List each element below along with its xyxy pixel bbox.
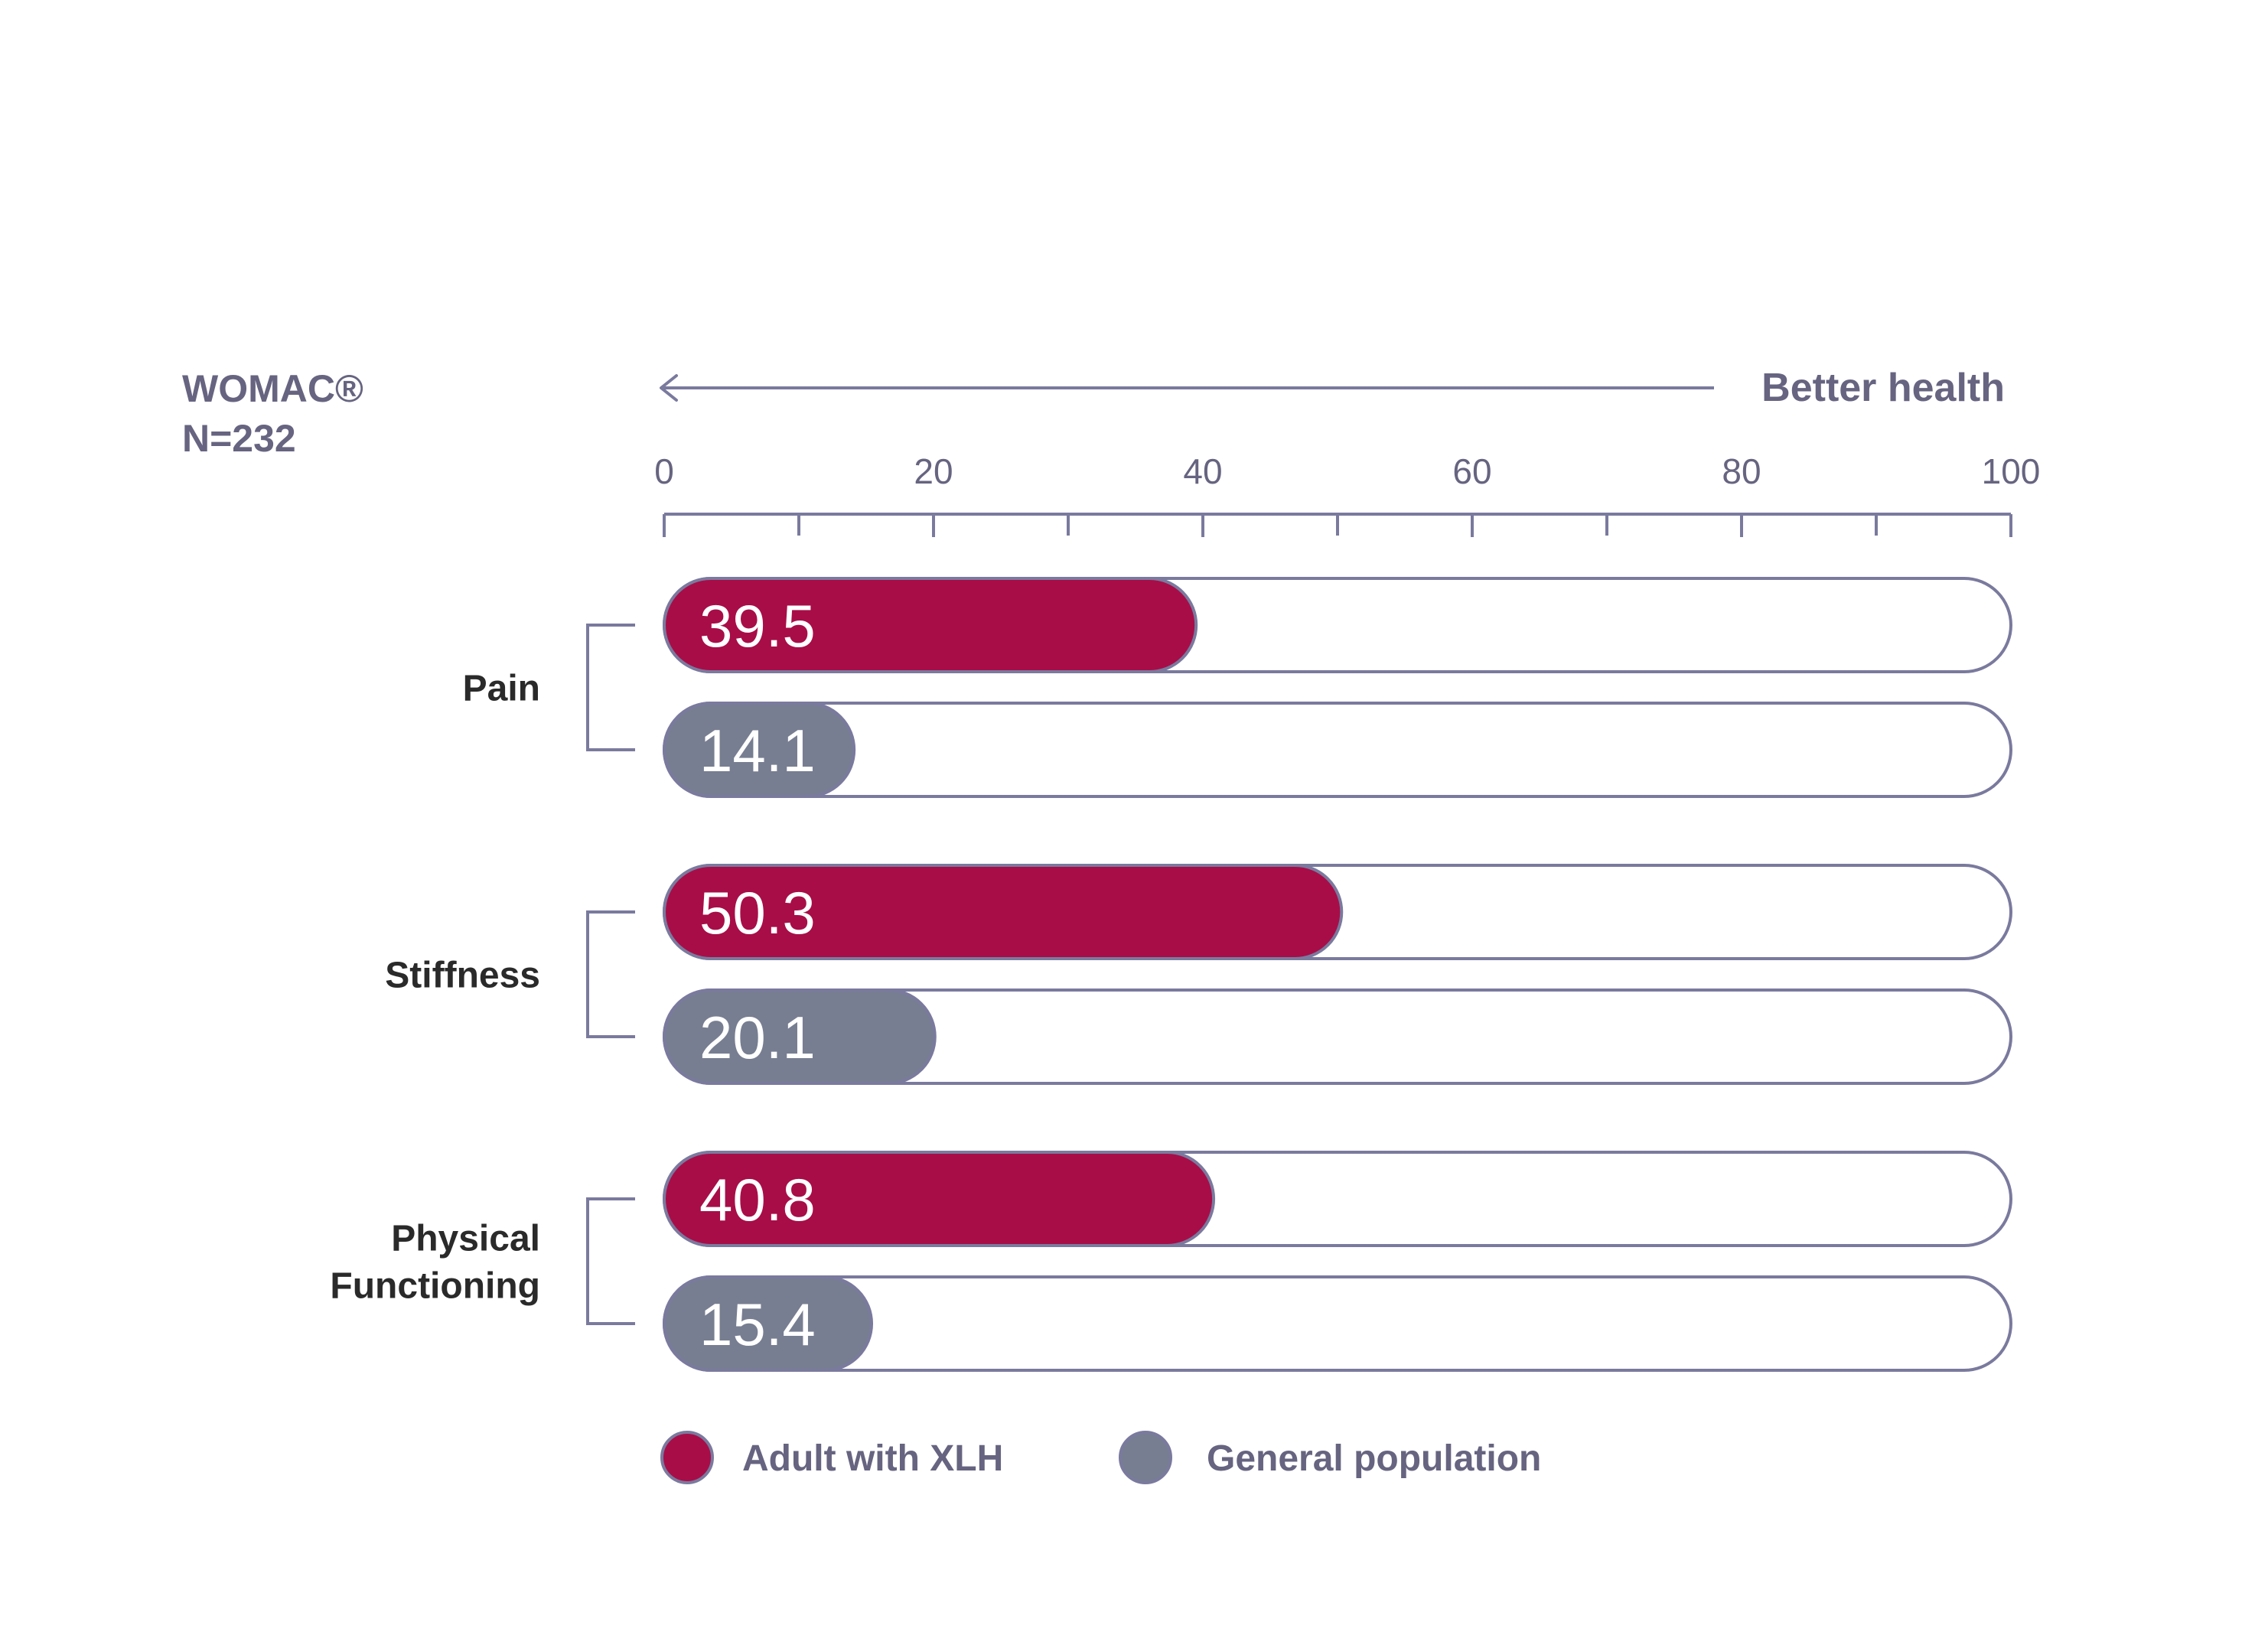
bar-adult-xlh — [663, 864, 1344, 960]
x-axis-tick-label: 80 — [1722, 451, 1761, 491]
bar-group: 20.1 — [663, 988, 2012, 1085]
bar-group: 39.5 — [663, 577, 2012, 673]
legend-label: General population — [1207, 1438, 1541, 1479]
bar-general-population — [663, 702, 856, 798]
bar-group: 40.8 — [663, 1151, 2012, 1247]
category-label: Pain — [463, 669, 540, 709]
direction-arrow-head — [660, 374, 678, 402]
chart-subtitle-sample-size: N=232 — [182, 417, 296, 460]
bar-group: 15.4 — [663, 1275, 2012, 1372]
chart-title: WOMAC® — [182, 367, 363, 410]
x-axis-tick-label: 20 — [914, 451, 953, 491]
category-brackets: Pain Stiffness Physical Functioning — [330, 624, 635, 1325]
bar-adult-xlh — [663, 1151, 1216, 1247]
bar-value-label: 40.8 — [699, 1166, 816, 1233]
x-axis-tick-label: 100 — [1982, 451, 2041, 491]
bar-group: 50.3 — [663, 864, 2012, 960]
legend-swatch-adult-xlh — [660, 1431, 714, 1484]
legend-swatch-general-population — [1119, 1431, 1172, 1484]
category-bracket — [586, 910, 635, 1038]
legend-item: General population — [1119, 1431, 1541, 1484]
category-label: Stiffness — [385, 956, 540, 996]
bar-general-population — [663, 1275, 874, 1372]
direction-arrow-icon — [660, 374, 1714, 402]
category-label: Functioning — [330, 1266, 540, 1307]
bars: 39.5 14.1 50.3 20.1 40.8 15.4 — [663, 577, 2012, 1372]
direction-label: Better health — [1761, 366, 2005, 410]
legend: Adult with XLH General population — [660, 1431, 1541, 1484]
category-bracket — [586, 1197, 635, 1325]
bar-value-label: 15.4 — [699, 1291, 816, 1358]
bar-adult-xlh — [663, 577, 1198, 673]
x-axis-tick-label: 0 — [654, 451, 674, 491]
x-axis-tick-label: 60 — [1452, 451, 1491, 491]
category-label: Physical — [391, 1219, 540, 1259]
bar-track — [663, 702, 2012, 798]
bar-value-label: 39.5 — [699, 592, 816, 660]
bar-value-label: 50.3 — [699, 879, 816, 946]
bar-value-label: 20.1 — [699, 1004, 816, 1071]
legend-label: Adult with XLH — [742, 1438, 1003, 1479]
x-axis: 0 20 40 60 80 100 — [654, 451, 2040, 537]
category-bracket — [586, 624, 635, 751]
bar-general-population — [663, 988, 937, 1085]
chart-header: WOMAC® N=232 Better health — [182, 366, 2005, 460]
legend-item: Adult with XLH — [660, 1431, 1003, 1484]
bar-value-label: 14.1 — [699, 717, 816, 784]
bar-group: 14.1 — [663, 702, 2012, 798]
x-axis-tick-label: 40 — [1183, 451, 1222, 491]
